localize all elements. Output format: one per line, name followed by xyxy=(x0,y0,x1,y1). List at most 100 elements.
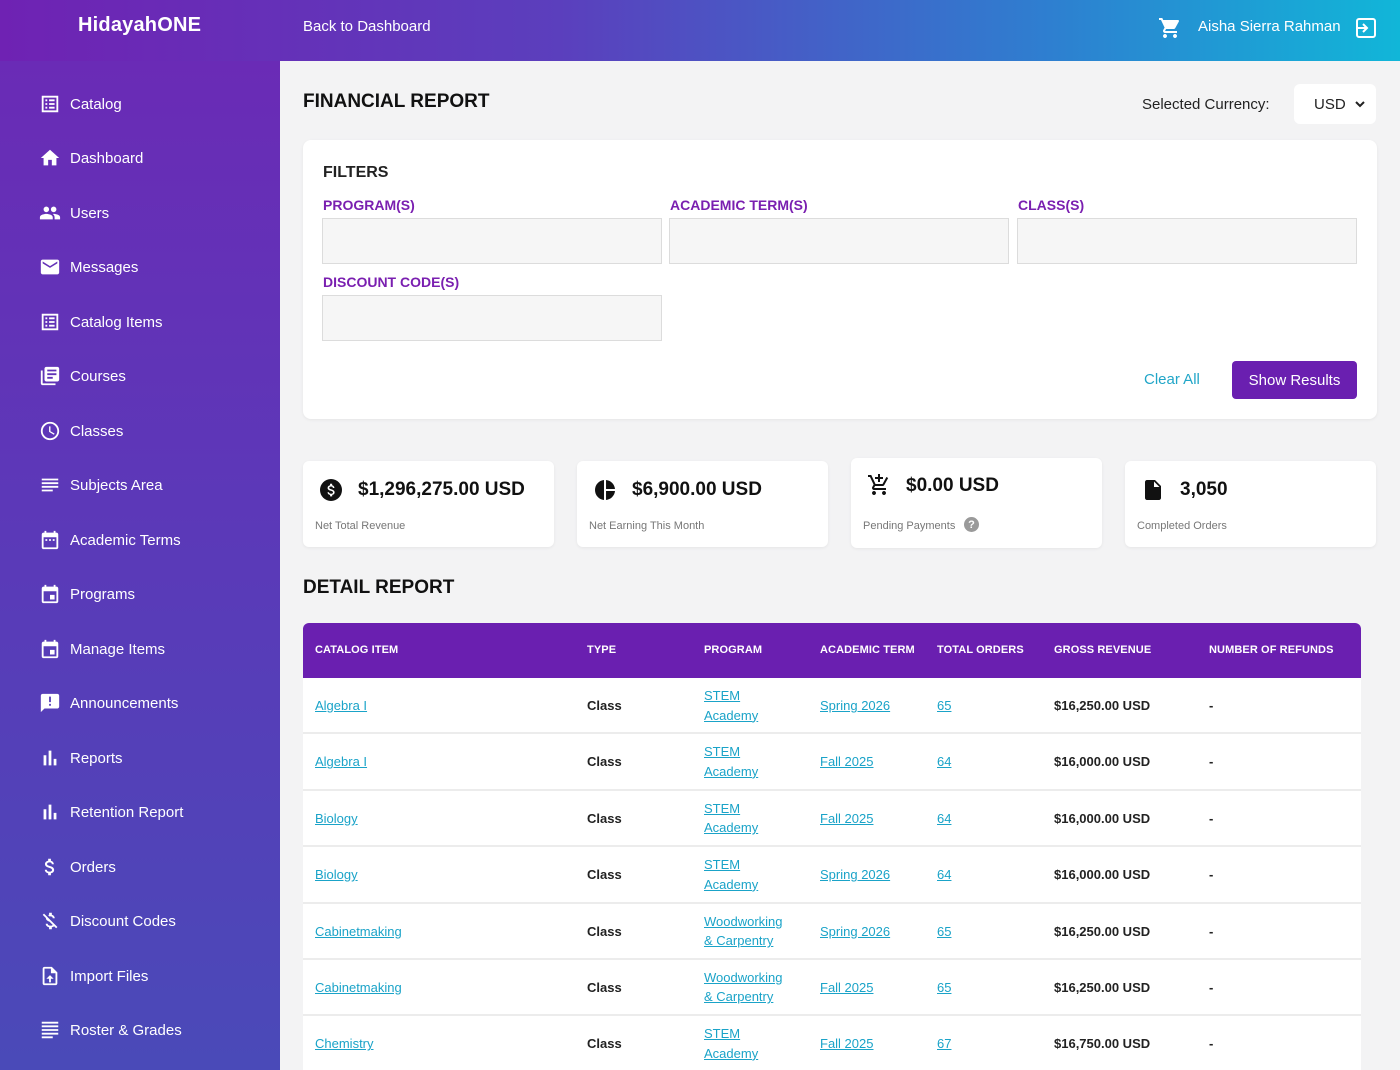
sidebar-item-label: Orders xyxy=(70,858,116,876)
program-link[interactable]: STEM Academy xyxy=(704,686,799,725)
column-header[interactable]: NUMBER OF REFUNDS xyxy=(1209,644,1334,656)
announcement-icon xyxy=(39,692,61,714)
type-cell: Class xyxy=(587,698,622,713)
class-filter-input[interactable] xyxy=(1017,218,1357,264)
chevron-down-icon xyxy=(1354,97,1366,109)
column-header[interactable]: GROSS REVENUE xyxy=(1054,644,1152,656)
column-header[interactable]: TYPE xyxy=(587,644,617,656)
sidebar-item-courses[interactable]: Courses xyxy=(0,356,280,396)
catalog-item-link[interactable]: Algebra I xyxy=(315,754,368,770)
sidebar-item-catalog-items[interactable]: Catalog Items xyxy=(0,302,280,342)
roster-icon xyxy=(39,1019,61,1041)
academic-term-link[interactable]: Fall 2025 xyxy=(820,754,874,770)
stat-value: 3,050 xyxy=(1180,479,1228,500)
sidebar-item-dashboard[interactable]: Dashboard xyxy=(0,138,280,178)
gross-revenue-cell: $16,250.00 USD xyxy=(1054,979,1151,995)
table-header: CATALOG ITEM TYPE PROGRAM ACADEMIC TERM … xyxy=(303,623,1361,678)
sidebar-item-label: Classes xyxy=(70,422,124,440)
sidebar-item-label: Roster & Grades xyxy=(70,1021,182,1039)
total-orders-link[interactable]: 64 xyxy=(937,754,952,770)
program-filter-input[interactable] xyxy=(322,218,662,264)
app-logo[interactable]: HidayahONE xyxy=(78,14,202,36)
catalog-item-link[interactable]: Algebra I xyxy=(315,698,368,713)
total-orders-link[interactable]: 65 xyxy=(937,698,952,713)
help-icon[interactable]: ? xyxy=(964,517,979,532)
column-header[interactable]: ACADEMIC TERM xyxy=(820,644,915,656)
program-line: STEM xyxy=(704,857,741,873)
sidebar-item-classes[interactable]: Classes xyxy=(0,411,280,451)
logout-icon[interactable] xyxy=(1354,16,1378,40)
sidebar-item-manage-items[interactable]: Manage Items xyxy=(0,629,280,669)
type-cell: Class xyxy=(587,810,622,826)
detail-report-title: DETAIL REPORT xyxy=(303,577,455,598)
column-header[interactable]: CATALOG ITEM xyxy=(315,644,399,656)
catalog-item-link[interactable]: Cabinetmaking xyxy=(315,979,402,995)
sidebar-item-announcements[interactable]: Announcements xyxy=(0,683,280,723)
academic-term-link[interactable]: Fall 2025 xyxy=(820,979,874,995)
total-orders-link[interactable]: 64 xyxy=(937,810,952,826)
sidebar-item-label: Import Files xyxy=(70,967,149,985)
sidebar-item-roster-grades[interactable]: Roster & Grades xyxy=(0,1010,280,1050)
document-icon xyxy=(1141,478,1165,502)
sidebar-item-import-files[interactable]: Import Files xyxy=(0,956,280,996)
sidebar-item-programs[interactable]: Programs xyxy=(0,574,280,614)
total-orders-link[interactable]: 65 xyxy=(937,979,952,995)
back-to-dashboard-link[interactable]: Back to Dashboard xyxy=(303,18,431,35)
sidebar-item-users[interactable]: Users xyxy=(0,193,280,233)
sidebar-item-label: Catalog Items xyxy=(70,313,163,331)
program-link[interactable]: Woodworking & Carpentry xyxy=(704,968,799,1007)
sidebar-item-messages[interactable]: Messages xyxy=(0,247,280,287)
dollar-icon xyxy=(39,856,61,878)
academic-term-link[interactable]: Spring 2026 xyxy=(820,698,891,713)
program-link[interactable]: Woodworking & Carpentry xyxy=(704,912,799,951)
catalog-item-link[interactable]: Biology xyxy=(315,810,358,826)
catalog-item-link[interactable]: Biology xyxy=(315,867,358,883)
program-link[interactable]: STEM Academy xyxy=(704,742,799,781)
table-row: Algebra I Class STEM Academy Fall 2025 64… xyxy=(303,734,1361,791)
table-row: Biology Class STEM Academy Spring 2026 64… xyxy=(303,847,1361,904)
academic-term-link[interactable]: Fall 2025 xyxy=(820,1036,874,1052)
currency-select[interactable]: USD xyxy=(1294,84,1376,124)
refunds-cell: - xyxy=(1209,754,1214,770)
stat-card-pending-payments: $0.00 USD Pending Payments ? xyxy=(851,458,1102,548)
stat-label: Net Total Revenue xyxy=(315,520,406,532)
refunds-cell: - xyxy=(1209,698,1214,713)
catalog-icon xyxy=(39,93,61,115)
sidebar-item-subjects-area[interactable]: Subjects Area xyxy=(0,465,280,505)
gross-revenue-cell: $16,000.00 USD xyxy=(1054,867,1151,883)
sidebar-item-retention-report[interactable]: Retention Report xyxy=(0,792,280,832)
total-orders-link[interactable]: 65 xyxy=(937,923,952,939)
program-link[interactable]: STEM Academy xyxy=(704,799,799,838)
table-row: Biology Class STEM Academy Fall 2025 64 $… xyxy=(303,790,1361,848)
sidebar-item-orders[interactable]: Orders xyxy=(0,847,280,887)
stat-label: Pending Payments xyxy=(863,520,956,532)
program-line: STEM xyxy=(704,800,741,816)
academic-term-link[interactable]: Spring 2026 xyxy=(820,867,891,883)
academic-term-link[interactable]: Spring 2026 xyxy=(820,923,891,939)
catalog-item-link[interactable]: Chemistry xyxy=(315,1036,374,1052)
dollar-circle-icon xyxy=(319,478,343,502)
discount-filter-input[interactable] xyxy=(322,295,662,341)
clock-icon xyxy=(39,420,61,442)
sidebar-item-reports[interactable]: Reports xyxy=(0,738,280,778)
sidebar-item-discount-codes[interactable]: Discount Codes xyxy=(0,901,280,941)
column-header[interactable]: PROGRAM xyxy=(704,644,763,656)
user-name[interactable]: Aisha Sierra Rahman xyxy=(1198,18,1341,35)
column-header[interactable]: TOTAL ORDERS xyxy=(937,644,1024,656)
academic-term-link[interactable]: Fall 2025 xyxy=(820,810,874,826)
sidebar-item-catalog[interactable]: Catalog xyxy=(0,84,280,124)
bar-chart-icon xyxy=(39,747,61,769)
program-link[interactable]: STEM Academy xyxy=(704,855,799,894)
sidebar-item-academic-terms[interactable]: Academic Terms xyxy=(0,520,280,560)
show-results-button[interactable]: Show Results xyxy=(1232,361,1357,399)
catalog-item-link[interactable]: Cabinetmaking xyxy=(315,923,402,939)
cart-icon[interactable] xyxy=(1158,16,1182,40)
gross-revenue-cell: $16,750.00 USD xyxy=(1054,1036,1151,1052)
term-filter-input[interactable] xyxy=(669,218,1009,264)
total-orders-link[interactable]: 67 xyxy=(937,1036,952,1052)
clear-all-button[interactable]: Clear All xyxy=(1144,371,1200,388)
type-cell: Class xyxy=(587,754,622,770)
calendar-event-icon xyxy=(39,638,61,660)
program-link[interactable]: STEM Academy xyxy=(704,1024,799,1063)
total-orders-link[interactable]: 64 xyxy=(937,867,952,883)
